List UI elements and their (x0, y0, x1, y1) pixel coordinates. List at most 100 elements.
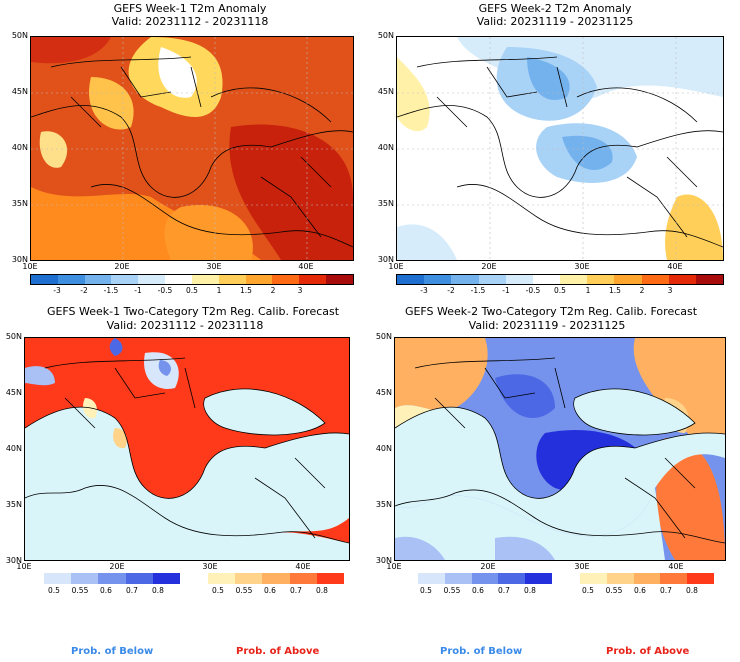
panel-week1-probability: GEFS Week-1 Two-Category T2m Reg. Calib.… (0, 300, 370, 662)
colorbar-swatch (587, 275, 615, 284)
colorbar-label: -0.5 (525, 286, 541, 295)
colorbar-label: 0.55 (605, 586, 623, 595)
colorbar-label: 0.7 (498, 586, 510, 595)
lon-label: 20E (109, 562, 125, 571)
lat-label: 40N (377, 143, 394, 152)
panel-subtitle: Valid: 20231119 - 20231125 (476, 15, 634, 28)
colorbar-swatch (245, 275, 273, 284)
colorbar-label: 0.6 (472, 586, 484, 595)
colorbar-label: 0.55 (71, 586, 89, 595)
colorbar-swatch (498, 573, 526, 584)
colorbar-swatch (57, 275, 85, 284)
probability-map-week1 (24, 337, 350, 561)
anomaly-colorbar (396, 274, 724, 285)
lat-label: 35N (5, 500, 22, 509)
colorbar-swatch (218, 275, 246, 284)
colorbar-swatch (687, 573, 714, 584)
lat-label: 50N (5, 332, 22, 341)
below-colorbar (44, 573, 181, 584)
colorbar-swatch (641, 275, 669, 284)
colorbar-swatch (262, 573, 290, 584)
colorbar-label: -1 (502, 286, 510, 295)
panel-subtitle: Valid: 20231119 - 20231125 (468, 319, 626, 332)
lon-label: 20E (480, 562, 496, 571)
colorbar-swatch (451, 275, 479, 284)
colorbar-swatch (44, 573, 72, 584)
colorbar-swatch (31, 275, 58, 284)
colorbar-label: 2 (639, 286, 645, 295)
colorbar-swatch (98, 573, 126, 584)
colorbar-label: -3 (53, 286, 61, 295)
colorbar-swatch (138, 275, 166, 284)
lat-label: 35N (11, 199, 28, 208)
panel-title: GEFS Week-2 T2m Anomaly (478, 2, 632, 15)
colorbar-swatch (525, 573, 552, 584)
lon-label: 40E (668, 562, 684, 571)
colorbar-label: 0.6 (100, 586, 112, 595)
panel-week2-probability: GEFS Week-2 Two-Category T2m Reg. Calib.… (370, 300, 740, 662)
prob-above-label: Prob. of Above (236, 646, 320, 657)
lon-label: 30E (206, 262, 222, 271)
lon-label: 10E (16, 562, 32, 571)
colorbar-label: -2 (80, 286, 88, 295)
lat-label: 30N (5, 556, 22, 565)
colorbar-label: 1 (216, 286, 222, 295)
lon-label: 20E (481, 262, 497, 271)
panel-title: GEFS Week-2 Two-Category T2m Reg. Calib.… (404, 305, 698, 318)
colorbar-swatch (397, 275, 425, 284)
colorbar-label: 2 (270, 286, 276, 295)
lon-label: 20E (114, 262, 130, 271)
colorbar-swatch (299, 275, 327, 284)
colorbar-swatch (614, 275, 642, 284)
lat-label: 40N (375, 444, 392, 453)
panel-title: GEFS Week-1 Two-Category T2m Reg. Calib.… (46, 305, 340, 318)
colorbar-swatch (471, 573, 499, 584)
colorbar-label: 0.8 (686, 586, 698, 595)
colorbar-label: 0.8 (316, 586, 328, 595)
colorbar-label: 0.7 (126, 586, 138, 595)
above-colorbar (580, 573, 714, 584)
colorbar-swatch (316, 573, 345, 584)
colorbar-swatch (191, 275, 219, 284)
lon-label: 40E (295, 562, 311, 571)
lat-label: 35N (375, 500, 392, 509)
lat-label: 35N (377, 199, 394, 208)
anomaly-colorbar (30, 274, 354, 285)
colorbar-swatch (424, 275, 452, 284)
anomaly-map-week2 (396, 36, 724, 261)
colorbar-swatch (111, 275, 139, 284)
colorbar-label: 0.7 (290, 586, 302, 595)
colorbar-label: 0.8 (152, 586, 164, 595)
lon-label: 10E (386, 562, 402, 571)
colorbar-swatch (418, 573, 445, 584)
below-colorbar (418, 573, 552, 584)
lat-label: 40N (5, 444, 22, 453)
lon-label: 30E (574, 562, 590, 571)
colorbar-swatch (606, 573, 634, 584)
colorbar-swatch (165, 275, 192, 284)
colorbar-swatch (125, 573, 153, 584)
colorbar-swatch (272, 275, 300, 284)
panel-subtitle: Valid: 20231112 - 20231118 (111, 15, 269, 28)
colorbar-swatch (478, 275, 506, 284)
lat-label: 50N (375, 332, 392, 341)
colorbar-label: 0.5 (420, 586, 432, 595)
colorbar-label: 0.5 (582, 586, 594, 595)
colorbar-swatch (152, 573, 181, 584)
lon-label: 40E (298, 262, 314, 271)
colorbar-label: 0.7 (660, 586, 672, 595)
panel-title: GEFS Week-1 T2m Anomaly (113, 2, 267, 15)
panel-week2-anomaly: GEFS Week-2 T2m Anomaly Valid: 20231119 … (370, 0, 740, 300)
above-colorbar (208, 573, 345, 584)
colorbar-swatch (208, 573, 236, 584)
colorbar-swatch (505, 275, 533, 284)
colorbar-label: 0.6 (264, 586, 276, 595)
lat-label: 30N (11, 255, 28, 264)
panel-subtitle: Valid: 20231112 - 20231118 (106, 319, 264, 332)
panel-week1-anomaly: GEFS Week-1 T2m Anomaly Valid: 20231112 … (0, 0, 370, 300)
colorbar-swatch (444, 573, 472, 584)
prob-below-label: Prob. of Below (71, 646, 154, 657)
colorbar-label: 0.6 (634, 586, 646, 595)
colorbar-label: -1.5 (103, 286, 119, 295)
colorbar-label: 0.5 (554, 286, 566, 295)
